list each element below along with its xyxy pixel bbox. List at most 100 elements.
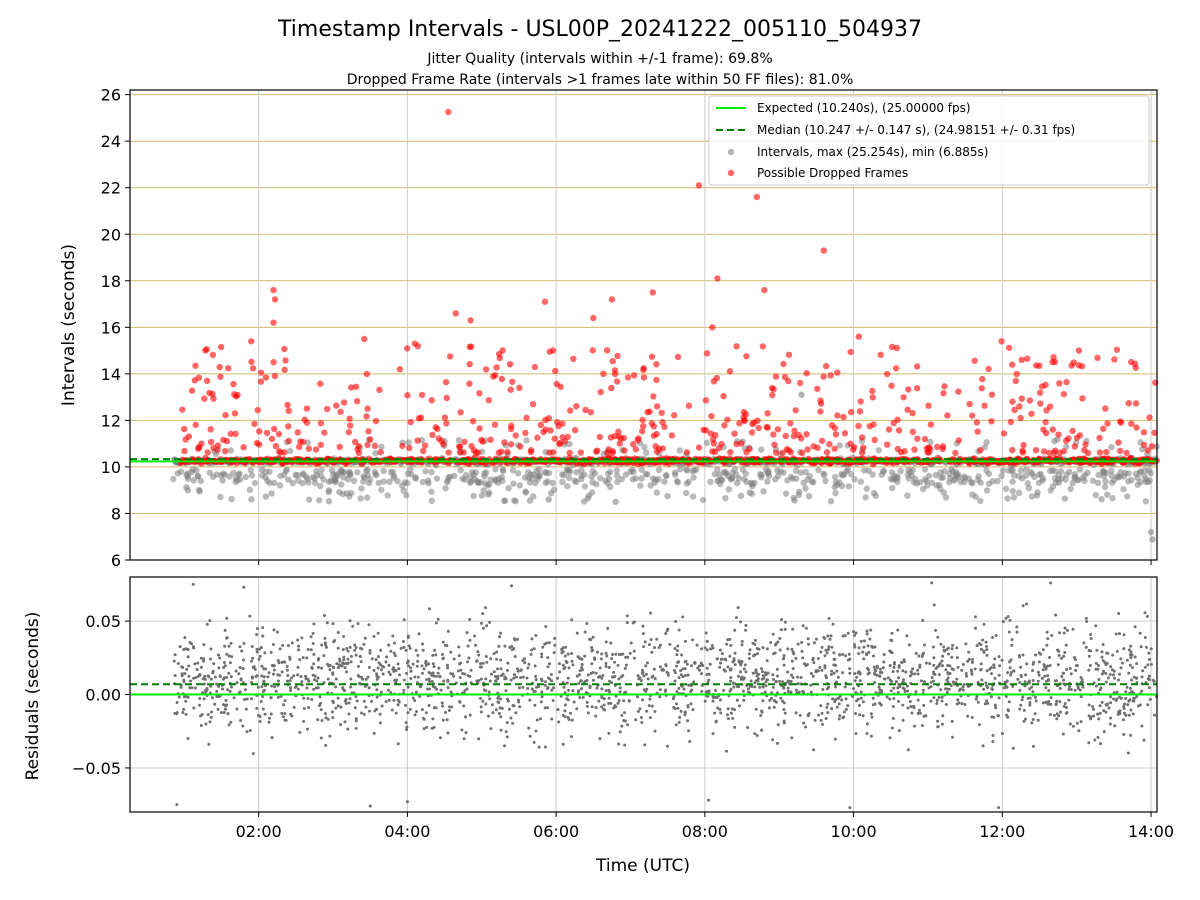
residual-point [857,646,861,650]
residual-point [290,641,294,645]
dropped-frame-point [1042,429,1050,437]
residual-point [505,668,509,672]
dropped-frame-point [700,426,707,433]
interval-point [1098,495,1105,503]
residual-point [496,677,500,681]
residual-point [841,652,845,656]
residual-point [811,674,815,678]
residual-point [791,676,795,680]
dropped-frame-point [1007,418,1015,426]
residual-point [413,699,417,703]
residual-point [1121,718,1125,722]
dropped-frame-point [1005,344,1013,351]
residual-point [187,674,191,678]
residuals-points [172,581,1159,810]
residual-point [733,628,737,632]
residual-point [567,718,571,722]
residual-point [187,664,191,668]
residual-point [496,700,500,704]
dropped-frame-point [441,414,449,421]
residual-point [971,660,975,664]
residual-point [272,628,276,632]
dropped-frame-point [895,427,903,434]
residual-point [558,670,562,674]
residual-point [324,743,328,747]
residual-point [1055,717,1059,721]
residual-point [492,670,496,674]
residual-point [740,639,744,643]
residual-point [980,678,984,682]
residual-point [997,673,1001,677]
dropped-frame-point [603,347,611,354]
residual-point [725,642,729,646]
interval-point [1124,493,1131,500]
residual-point [521,685,525,689]
residual-point [1087,703,1091,707]
residual-point [260,664,264,668]
dropped-frame-point [1042,419,1049,426]
residual-point [814,669,818,673]
dropped-frame-point [345,429,353,436]
interval-point [1076,466,1084,473]
residual-point [878,674,882,678]
residual-point [607,701,611,705]
residual-point [466,674,470,678]
residual-point [1138,631,1142,635]
dropped-frame-point [501,439,508,446]
dropped-frame-point [1082,441,1089,448]
residual-point [433,685,437,689]
residual-point [829,673,833,677]
dropped-frame-point [971,357,978,364]
dropped-frame-point [284,401,291,409]
dropped-frame-point [312,446,320,453]
residual-point [739,670,743,674]
residual-point [981,638,985,642]
interval-point [737,492,745,500]
residual-point [296,665,300,669]
residual-point [441,718,445,722]
residual-point [989,672,993,676]
residual-point [570,718,574,722]
residual-point [828,637,832,641]
residual-point [523,661,527,665]
residual-point [645,661,649,665]
interval-point [401,479,409,486]
residual-point [855,675,859,679]
residual-point [432,665,436,669]
residual-point [836,675,840,679]
residual-point [562,685,566,689]
residual-point [612,670,616,674]
dropped-frame-point [611,367,619,374]
interval-point [1117,468,1124,476]
interval-point [875,447,883,454]
dropped-frame-point [724,416,731,423]
residual-point [325,621,329,625]
dropped-frame-point [240,444,247,451]
residual-point [1041,701,1045,705]
residual-point [812,641,816,645]
residual-point [515,637,519,641]
residual-point [908,699,912,703]
dropped-frame-point [276,448,283,455]
residual-point [835,705,839,709]
residual-point [211,671,215,675]
dropped-frame-point [230,380,237,388]
residual-point [1021,695,1025,699]
residual-point [242,658,246,662]
residual-point [870,715,874,719]
residual-point [658,688,662,692]
residual-point [402,645,406,649]
residual-point [1019,665,1023,669]
residual-point [1004,684,1008,688]
residual-point [897,676,901,680]
residual-point [515,667,519,671]
residual-point [238,666,242,670]
dropped-frame-point [614,352,621,360]
residual-point [1016,677,1020,681]
residual-point [572,700,576,704]
residual-point [594,714,598,718]
residual-point [269,650,273,654]
dropped-frame-point [256,428,263,435]
residual-point [979,662,983,666]
interval-point [974,476,982,484]
